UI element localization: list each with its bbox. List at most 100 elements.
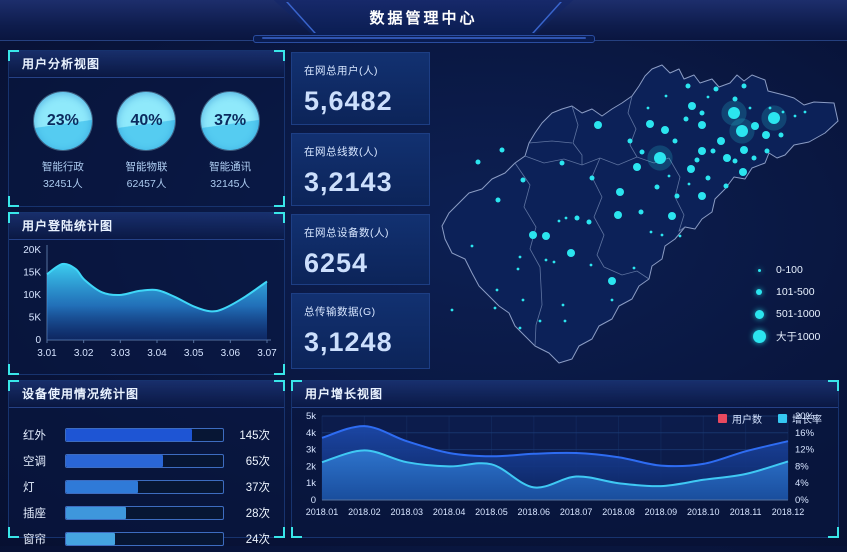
- legend-dot-icon: [752, 329, 766, 343]
- svg-text:2018.01: 2018.01: [306, 507, 339, 517]
- bar-fill: [66, 481, 139, 493]
- bar-row: 空调 65次: [23, 448, 270, 474]
- bar-fill: [66, 455, 164, 467]
- svg-text:3k: 3k: [306, 445, 316, 456]
- bar-value: 37次: [245, 482, 270, 494]
- map-legend-label: 101-500: [776, 286, 815, 298]
- percent-circle: 37%: [201, 92, 260, 150]
- svg-text:4%: 4%: [795, 478, 809, 489]
- panel-title-device-usage: 设备使用情况统计图: [9, 381, 284, 408]
- svg-text:20K: 20K: [23, 245, 41, 256]
- legend-dot-icon: [754, 309, 764, 319]
- percent-circle: 40%: [117, 92, 176, 150]
- corner-decoration: [291, 527, 302, 538]
- corner-decoration: [274, 364, 285, 375]
- corner-decoration: [274, 380, 285, 391]
- map-scatter-dots: [450, 83, 807, 330]
- bar-row: 插座 28次: [23, 500, 270, 526]
- bar-value: 145次: [239, 430, 270, 442]
- stat-value: 3,2143: [304, 167, 393, 197]
- corner-decoration: [291, 380, 302, 391]
- bar-label: 窗帘: [23, 534, 46, 546]
- panel-login-stats: 用户登陆统计图 0 5K 10K 15K 20K 3.01 3.02 3.03 3.04 3.05…: [8, 212, 285, 375]
- percent-value: 23%: [46, 112, 79, 129]
- legend-item-users[interactable]: 用户数: [718, 411, 762, 426]
- corner-decoration: [828, 380, 839, 391]
- growth-chart: 0 0% 1k 4% 2k 8% 3k 12% 4k 16% 5k 20% 2018.01 2018.02…: [292, 408, 838, 541]
- page-title: 数据管理中心: [369, 10, 478, 27]
- svg-text:2018.04: 2018.04: [433, 507, 466, 517]
- legend-swatch-users: [718, 414, 727, 423]
- percent-value: 37%: [214, 112, 247, 129]
- province-map: [441, 64, 839, 364]
- bar-row: 红外 145次: [23, 422, 270, 448]
- svg-text:0: 0: [311, 495, 316, 506]
- svg-text:2018.10: 2018.10: [687, 507, 720, 517]
- svg-text:2018.07: 2018.07: [560, 507, 593, 517]
- corner-decoration: [274, 50, 285, 61]
- map-legend-row: 大于1000: [750, 325, 820, 347]
- stat-card-total-data: 总传输数据(G) 3,1248: [291, 293, 430, 369]
- bar-value: 28次: [245, 508, 270, 520]
- gauge-count: 32145人: [210, 178, 250, 190]
- svg-text:5k: 5k: [306, 411, 316, 422]
- banner-decoration: [252, 35, 595, 43]
- map-legend-row: 101-500: [750, 281, 820, 303]
- svg-text:2018.05: 2018.05: [475, 507, 508, 517]
- svg-text:2018.11: 2018.11: [730, 507, 762, 517]
- device-bar-chart: 红外 145次 空调 65次 灯 37次 插座 28次 窗帘 24次: [9, 408, 284, 552]
- bar-row: 灯 37次: [23, 474, 270, 500]
- map-legend-label: 大于1000: [776, 330, 821, 343]
- svg-text:3.02: 3.02: [74, 348, 94, 359]
- svg-text:20%: 20%: [795, 411, 815, 422]
- svg-text:12%: 12%: [795, 445, 815, 456]
- svg-text:2018.06: 2018.06: [518, 507, 551, 517]
- bar-track: [65, 506, 224, 520]
- gauge-group: 23% 智能行政 32451人 40% 智能物联 62457人 37% 智能通讯…: [9, 78, 284, 191]
- corner-decoration: [274, 527, 285, 538]
- panel-device-usage: 设备使用情况统计图 红外 145次 空调 65次 灯 37次 插座 28次 窗帘…: [8, 380, 285, 546]
- svg-text:2018.03: 2018.03: [390, 507, 423, 517]
- gauge-item: 23% 智能行政 32451人: [27, 92, 99, 191]
- legend-dot-icon: [756, 289, 762, 295]
- svg-text:3.04: 3.04: [147, 348, 167, 359]
- svg-text:3.07: 3.07: [257, 348, 277, 359]
- bar-fill: [66, 507, 126, 519]
- gauge-label: 智能通讯: [209, 161, 252, 173]
- growth-area-chart: 0 0% 1k 4% 2k 8% 3k 12% 4k 16% 5k 20% 2018.01 2018.02…: [306, 411, 815, 517]
- gauge-label: 智能物联: [125, 161, 168, 173]
- corner-decoration: [274, 212, 285, 223]
- bar-label: 插座: [23, 508, 46, 520]
- bar-track: [65, 428, 224, 442]
- legend-label: 用户数: [732, 415, 762, 426]
- login-chart: 0 5K 10K 15K 20K 3.01 3.02 3.03 3.04 3.05 3.06 3.07: [9, 240, 284, 377]
- legend-label: 增长率: [792, 415, 822, 426]
- stat-card-total-users: 在网总用户(人) 5,6482: [291, 52, 430, 125]
- legend-item-growth-rate[interactable]: 增长率: [778, 411, 822, 426]
- corner-decoration: [8, 527, 19, 538]
- stat-value: 6254: [304, 248, 369, 278]
- svg-text:2018.02: 2018.02: [348, 507, 381, 517]
- map-legend-label: 501-1000: [776, 308, 821, 320]
- bar-value: 65次: [245, 456, 270, 468]
- login-area-chart: 0 5K 10K 15K 20K 3.01 3.02 3.03 3.04 3.05 3.06 3.07: [23, 245, 277, 359]
- panel-title-login-stats: 用户登陆统计图: [9, 213, 284, 240]
- bar-fill: [66, 429, 192, 441]
- title-banner: 数据管理中心: [273, 0, 574, 35]
- stat-label: 在网总线数(人): [304, 146, 378, 158]
- svg-text:4k: 4k: [306, 428, 316, 439]
- growth-legend: 用户数 增长率: [718, 411, 822, 426]
- corner-decoration: [8, 196, 19, 207]
- panel-title-user-growth: 用户增长视图: [292, 381, 838, 408]
- corner-decoration: [274, 196, 285, 207]
- svg-text:2018.12: 2018.12: [772, 507, 805, 517]
- bar-fill: [66, 533, 115, 545]
- corner-decoration: [8, 50, 19, 61]
- bar-track: [65, 532, 224, 546]
- bar-label: 空调: [23, 456, 46, 468]
- svg-text:15K: 15K: [23, 268, 41, 279]
- bar-track: [65, 480, 224, 494]
- bar-row: 窗帘 24次: [23, 526, 270, 552]
- stat-card-total-devices: 在网总设备数(人) 6254: [291, 214, 430, 285]
- svg-text:1k: 1k: [306, 478, 316, 489]
